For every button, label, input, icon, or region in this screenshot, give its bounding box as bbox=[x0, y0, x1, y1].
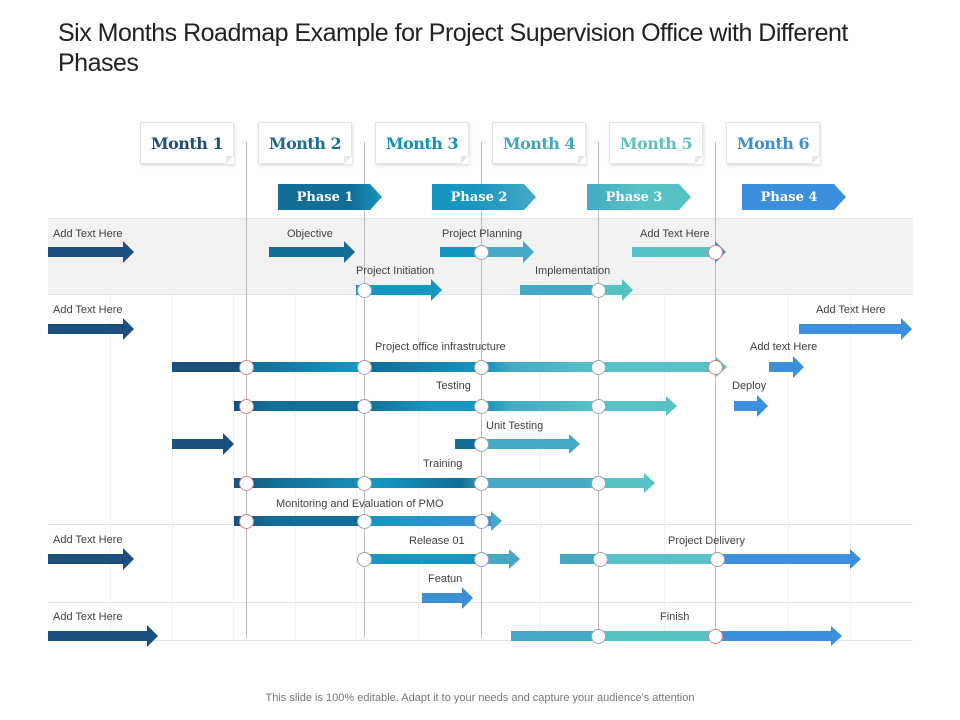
objective-label: Objective bbox=[287, 228, 333, 240]
month-5-box: Month 5 bbox=[609, 122, 703, 164]
row-3-left-arrow bbox=[48, 548, 134, 570]
row-3-left-label: Add Text Here bbox=[53, 534, 123, 546]
row-1-left-label: Add Text Here bbox=[53, 228, 123, 240]
month-2-box: Month 2 bbox=[258, 122, 352, 164]
milestone-node bbox=[591, 399, 606, 414]
grid-line bbox=[664, 295, 665, 640]
milestone-node bbox=[591, 476, 606, 491]
project-initiation-arrow bbox=[356, 279, 442, 301]
row-2-extra-arrow bbox=[172, 433, 234, 455]
milestone-node bbox=[474, 360, 489, 375]
month-3-box: Month 3 bbox=[375, 122, 469, 164]
milestone-node bbox=[708, 629, 723, 644]
milestone-node bbox=[239, 476, 254, 491]
project-delivery-label: Project Delivery bbox=[668, 535, 746, 547]
grid-line bbox=[110, 295, 111, 640]
monitoring-label: Monitoring and Evaluation of PMO bbox=[276, 498, 444, 510]
training-label: Training bbox=[423, 458, 463, 470]
grid-line bbox=[233, 295, 234, 640]
implementation-arrow bbox=[520, 279, 633, 301]
milestone-node bbox=[357, 360, 372, 375]
grid-line bbox=[356, 295, 357, 640]
milestone-node bbox=[593, 552, 608, 567]
milestone-node bbox=[357, 514, 372, 529]
month-divider bbox=[364, 142, 365, 638]
milestone-node bbox=[474, 476, 489, 491]
month-divider bbox=[481, 142, 482, 638]
month-1-box: Month 1 bbox=[140, 122, 234, 164]
footer-note: This slide is 100% editable. Adapt it to… bbox=[265, 692, 695, 704]
milestone-node bbox=[591, 283, 606, 298]
row-1-left-arrow bbox=[48, 241, 134, 263]
objective-arrow bbox=[269, 241, 355, 263]
milestone-node bbox=[474, 399, 489, 414]
row-1-right-label: Add Text Here bbox=[640, 228, 710, 240]
testing-label: Testing bbox=[436, 380, 471, 392]
grid-line bbox=[295, 295, 296, 640]
milestone-node bbox=[474, 437, 489, 452]
grid-line bbox=[788, 295, 789, 640]
unit-testing-label: Unit Testing bbox=[486, 420, 544, 432]
grid-line bbox=[418, 295, 419, 640]
phase-4-tag: Phase 4 bbox=[742, 184, 846, 210]
finish-label: Finish bbox=[660, 611, 690, 623]
milestone-node bbox=[239, 360, 254, 375]
training-bar bbox=[234, 473, 655, 493]
release-01-bar bbox=[362, 549, 520, 569]
month-6-box: Month 6 bbox=[726, 122, 820, 164]
row-2-left-arrow bbox=[48, 318, 134, 340]
row-4-left-label: Add Text Here bbox=[53, 611, 123, 623]
row-divider bbox=[48, 640, 913, 641]
milestone-node bbox=[708, 360, 723, 375]
phase-3-tag: Phase 3 bbox=[587, 184, 691, 210]
milestone-node bbox=[710, 552, 725, 567]
milestone-node bbox=[474, 514, 489, 529]
month-divider bbox=[598, 142, 599, 638]
milestone-node bbox=[591, 629, 606, 644]
unit-testing-bar bbox=[455, 434, 580, 454]
add-text-here-label: Add text Here bbox=[750, 341, 818, 353]
row-2-right-arrow bbox=[799, 318, 912, 340]
deploy-arrow bbox=[734, 395, 768, 417]
milestone-node bbox=[591, 360, 606, 375]
project-delivery-bar bbox=[560, 549, 861, 569]
grid-line bbox=[172, 295, 173, 640]
feature-label: Featun bbox=[428, 573, 463, 585]
grid-line bbox=[850, 295, 851, 640]
row-divider bbox=[48, 602, 913, 603]
phase-1-tag: Phase 1 bbox=[278, 184, 382, 210]
phase-2-tag: Phase 2 bbox=[432, 184, 536, 210]
project-initiation-label: Project Initiation bbox=[356, 265, 435, 277]
row-2-left-label: Add Text Here bbox=[53, 304, 123, 316]
month-divider bbox=[715, 142, 716, 638]
milestone-node bbox=[474, 245, 489, 260]
testing-bar bbox=[234, 396, 677, 416]
milestone-node bbox=[239, 514, 254, 529]
finish-bar bbox=[511, 626, 842, 646]
feature-arrow bbox=[422, 587, 473, 609]
row-2-right-label: Add Text Here bbox=[816, 304, 886, 316]
page-title: Six Months Roadmap Example for Project S… bbox=[58, 19, 848, 77]
deploy-label: Deploy bbox=[732, 380, 767, 392]
milestone-node bbox=[357, 399, 372, 414]
milestone-node bbox=[357, 283, 372, 298]
project-planning-label: Project Planning bbox=[442, 228, 523, 240]
row-4-left-arrow bbox=[48, 625, 158, 647]
milestone-node bbox=[357, 552, 372, 567]
month-4-box: Month 4 bbox=[492, 122, 586, 164]
project-office-infrastructure-label: Project office infrastructure bbox=[375, 341, 506, 353]
milestone-node bbox=[708, 245, 723, 260]
implementation-label: Implementation bbox=[535, 265, 611, 277]
project-office-infrastructure-bar bbox=[172, 357, 727, 377]
milestone-node bbox=[474, 552, 489, 567]
milestone-node bbox=[357, 476, 372, 491]
release-01-label: Release 01 bbox=[409, 535, 465, 547]
grid-line bbox=[540, 295, 541, 640]
milestone-node bbox=[239, 399, 254, 414]
add-text-here-arrow bbox=[769, 356, 804, 378]
month-divider bbox=[246, 142, 247, 638]
